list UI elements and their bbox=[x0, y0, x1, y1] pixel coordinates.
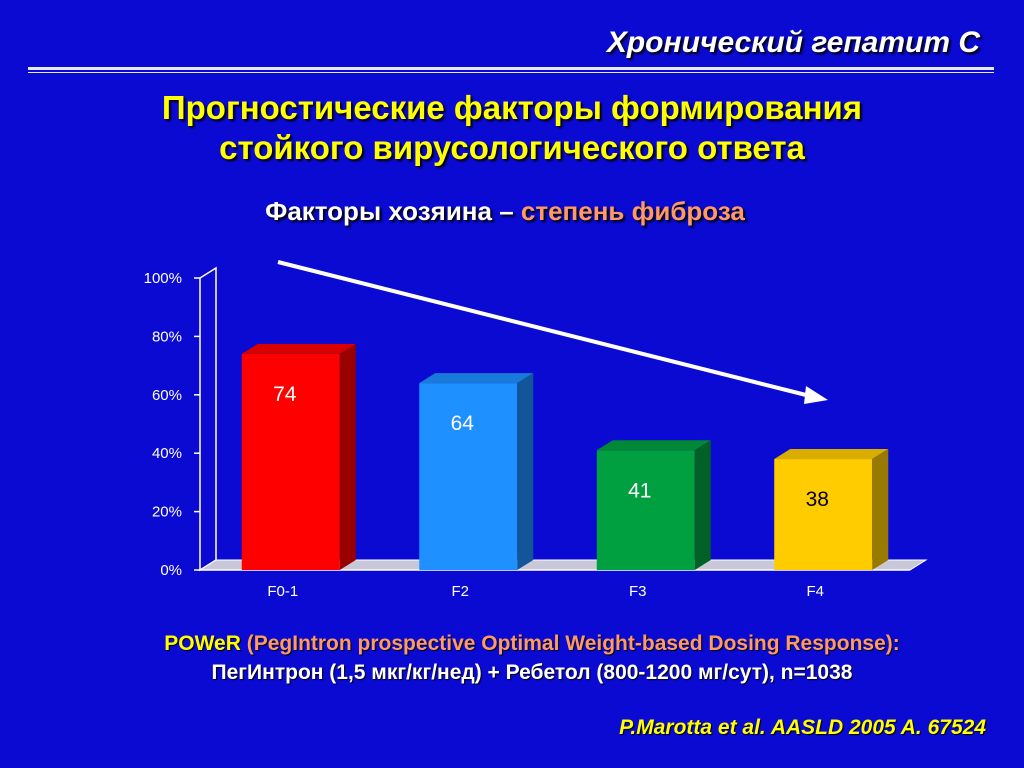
slide-title: Прогностические факторы формирования сто… bbox=[0, 88, 1024, 168]
bar-value-label: 64 bbox=[451, 412, 475, 435]
y-tick-label: 100% bbox=[144, 270, 182, 287]
header-divider-thin bbox=[28, 72, 994, 73]
header-divider bbox=[28, 67, 994, 70]
y-tick-label: 40% bbox=[152, 445, 182, 462]
subtitle-highlight: степень фиброза bbox=[520, 196, 745, 226]
bar-top bbox=[419, 373, 534, 384]
y-tick-label: 80% bbox=[152, 328, 182, 345]
bar-side bbox=[517, 373, 534, 570]
bar-side bbox=[694, 440, 711, 570]
trend-arrow-head bbox=[804, 386, 828, 404]
citation: P.Marotta et al. AASLD 2005 A. 67524 bbox=[619, 716, 986, 739]
bar bbox=[596, 450, 695, 570]
x-tick-label: F3 bbox=[629, 583, 647, 600]
chart-side-wall bbox=[199, 266, 217, 572]
bar-side bbox=[872, 449, 889, 570]
bar-side bbox=[339, 343, 356, 570]
section-title: Хронический гепатит С bbox=[606, 26, 980, 59]
bar-value-label: 38 bbox=[806, 488, 829, 511]
slide-title-line1: Прогностические факторы формирования bbox=[161, 89, 863, 126]
chart-subtitle: Факторы хозяина – степень фиброза bbox=[0, 196, 1010, 227]
bar-value-label: 74 bbox=[273, 383, 297, 406]
study-acronym: POWeR bbox=[164, 632, 241, 655]
bar-top bbox=[241, 343, 356, 354]
study-expansion: (PegIntron prospective Optimal Weight-ba… bbox=[240, 632, 900, 655]
treatment-regimen: ПегИнтрон (1,5 мкг/кг/нед) + Ребетол (80… bbox=[211, 661, 853, 684]
y-tick-label: 60% bbox=[152, 387, 182, 404]
x-tick-label: F4 bbox=[806, 583, 824, 600]
bar-value-label: 41 bbox=[628, 479, 651, 502]
subtitle-prefix: Факторы хозяина – bbox=[265, 196, 521, 226]
slide-title-line2: стойкого вирусологического ответа bbox=[219, 129, 805, 166]
bar-top bbox=[596, 440, 711, 451]
trend-arrow-line bbox=[277, 260, 819, 400]
y-tick-label: 20% bbox=[152, 504, 182, 521]
x-tick-label: F0-1 bbox=[267, 583, 298, 600]
x-tick-label: F2 bbox=[451, 583, 469, 600]
study-name: POWeR (PegIntron prospective Optimal Wei… bbox=[0, 632, 1024, 656]
bar bbox=[419, 383, 518, 570]
bar-top bbox=[774, 449, 889, 460]
bar bbox=[774, 459, 873, 570]
y-tick-label: 0% bbox=[160, 562, 182, 579]
bar bbox=[241, 353, 340, 570]
